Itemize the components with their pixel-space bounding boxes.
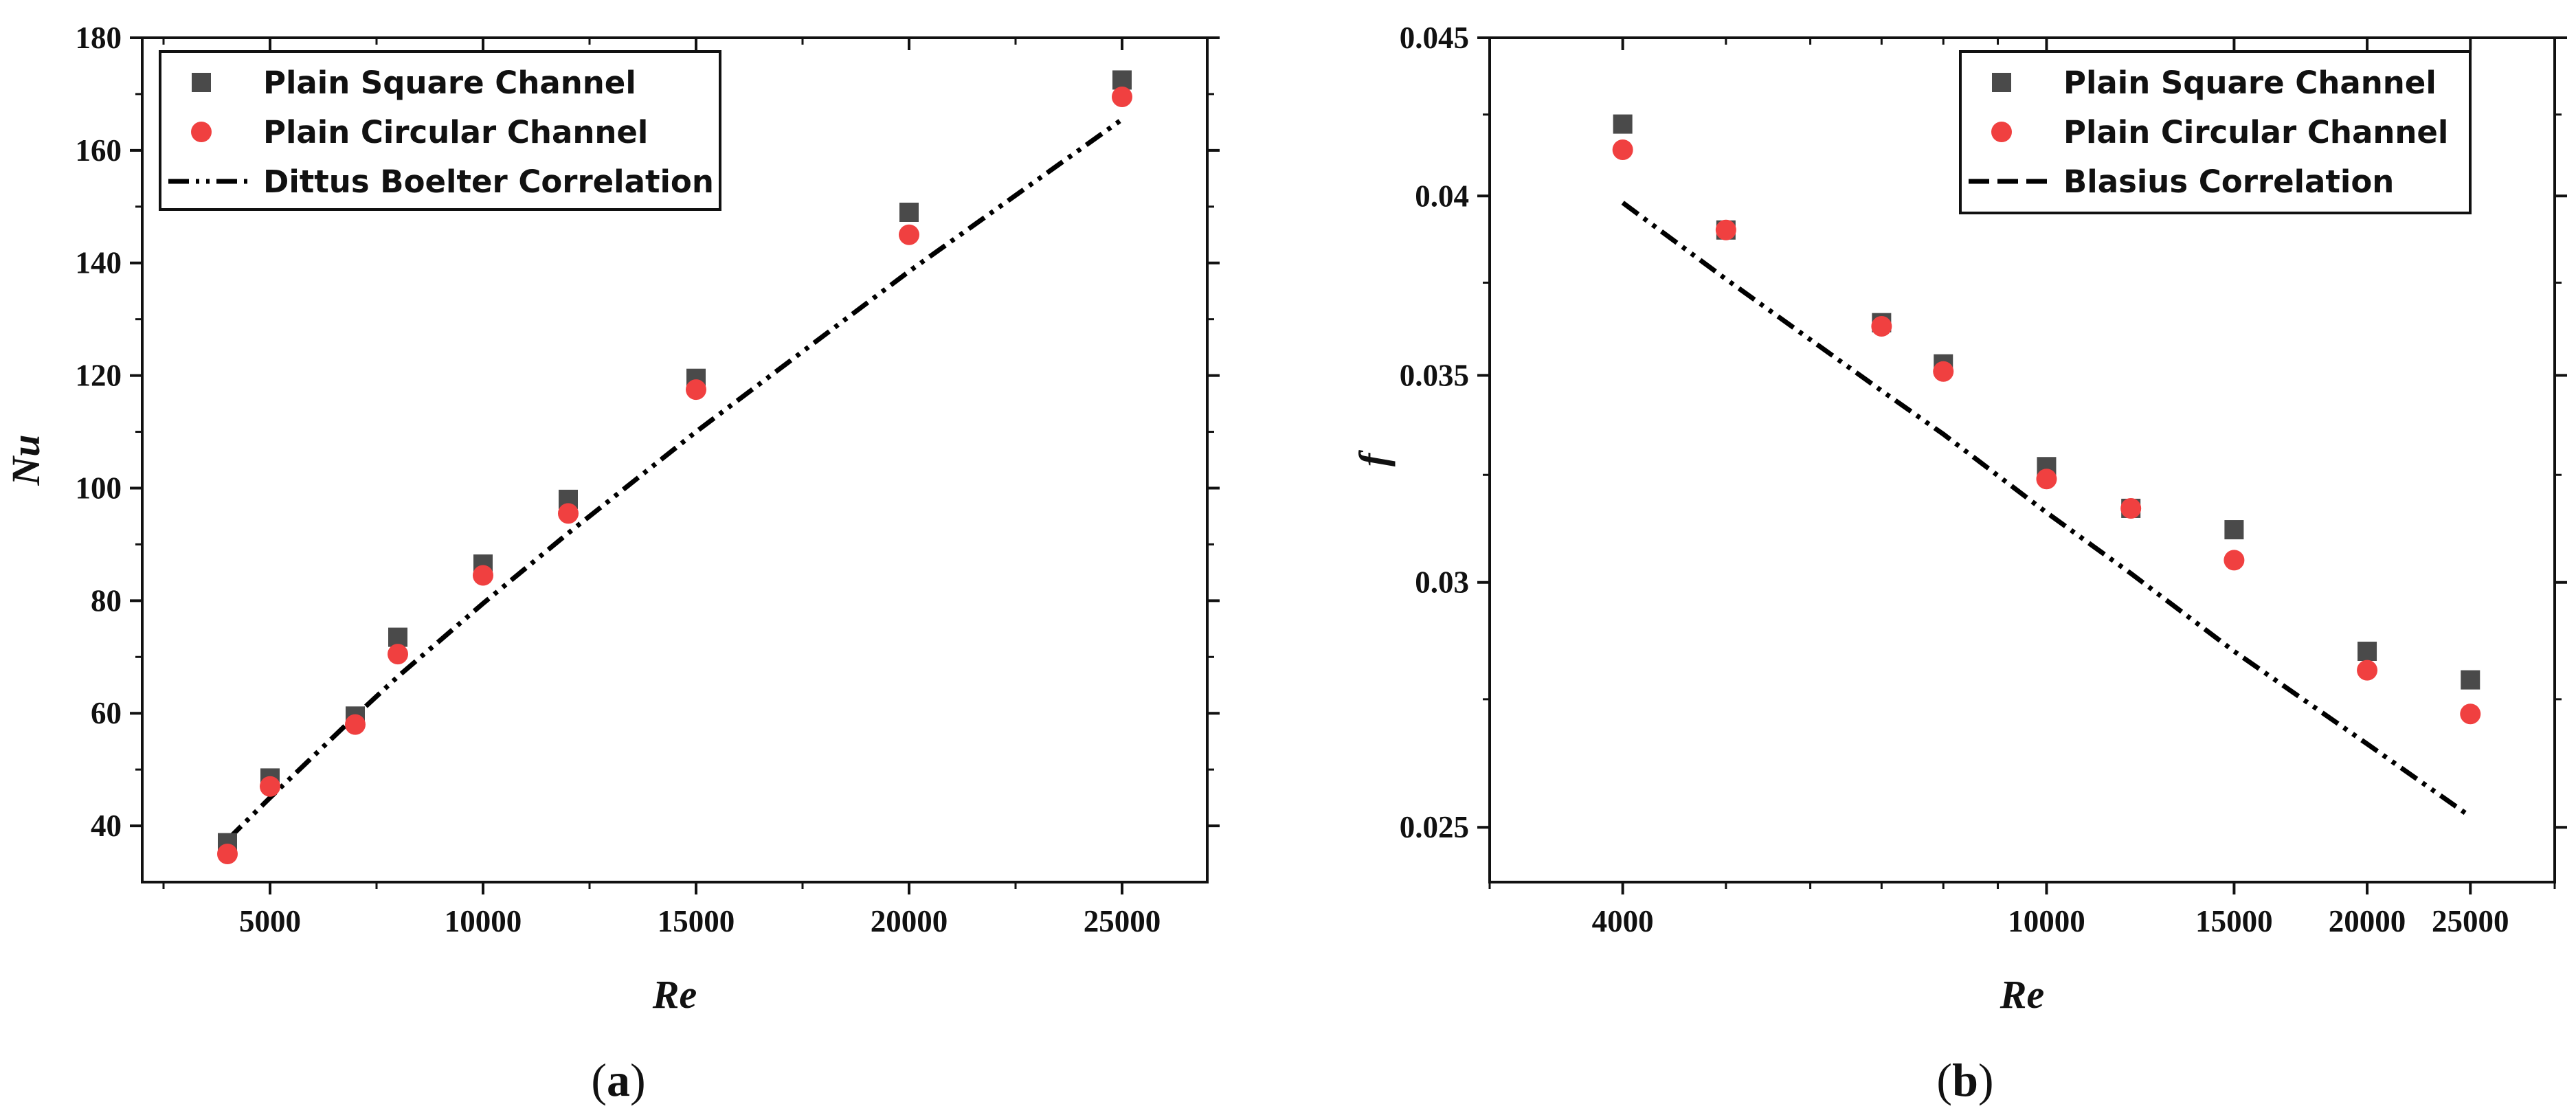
x-tick-label: 4000 (1592, 904, 1654, 938)
circle-marker (345, 714, 366, 735)
y-axis-label: Nu (3, 434, 48, 486)
y-tick-label: 160 (76, 133, 122, 168)
series-line-2 (1621, 201, 2472, 819)
legend-square-swatch (192, 73, 211, 92)
y-tick-label: 120 (76, 359, 122, 393)
x-tick-label: 5000 (239, 904, 301, 938)
circle-marker (2460, 703, 2481, 725)
legend-label: Plain Square Channel (2063, 65, 2437, 101)
square-marker (1613, 114, 1633, 134)
x-tick-label: 15000 (2195, 904, 2273, 938)
legend: Plain Square Channel Plain Circular Chann… (1959, 50, 2472, 214)
square-marker (2461, 670, 2480, 690)
y-tick-label: 60 (91, 696, 122, 730)
legend-label: Plain Square Channel (263, 65, 636, 101)
legend-box (1959, 50, 2472, 214)
circle-marker (473, 565, 493, 586)
circle-marker (558, 503, 579, 524)
circle-marker (260, 776, 280, 797)
x-tick-label: 25000 (1084, 904, 1161, 938)
circle-marker (1612, 139, 1633, 161)
x-tick-label: 10000 (445, 904, 522, 938)
x-tick-label: 10000 (2008, 904, 2085, 938)
panel-a-nu-vs-re: 5000 10000 15000 20000 25000 40 60 80 100 120 140 1… (3, 21, 1220, 1017)
circle-marker (2120, 497, 2142, 519)
circle-marker (388, 644, 408, 665)
y-tick-label: 0.03 (1415, 565, 1469, 600)
y-axis-label: f (1351, 449, 1396, 466)
circle-marker (2036, 469, 2057, 490)
legend-circle-swatch (191, 122, 212, 142)
y-tick-label: 0.035 (1400, 358, 1469, 392)
square-marker (388, 627, 407, 647)
plot-frame (1488, 36, 2556, 883)
x-tick-label: 25000 (2432, 904, 2509, 938)
caption-a: (a) (591, 1054, 645, 1106)
square-marker (1112, 70, 1132, 90)
circle-marker (1715, 219, 1736, 240)
square-marker (2357, 642, 2377, 662)
plot-frame (141, 36, 1209, 883)
square-marker (2224, 520, 2244, 540)
legend-label: Plain Circular Channel (263, 114, 648, 150)
legend-label: Plain Circular Channel (2063, 114, 2448, 150)
y-tick-label: 180 (76, 21, 122, 55)
square-marker (899, 202, 919, 222)
circle-marker (1933, 361, 1954, 382)
series-line-2 (225, 117, 1124, 842)
y-tick-label: 40 (91, 809, 122, 843)
y-tick-label: 100 (76, 471, 122, 505)
circle-marker (217, 844, 238, 865)
caption-b: (b) (1936, 1054, 1993, 1106)
legend-circle-swatch (1991, 122, 2012, 142)
x-tick-label: 15000 (658, 904, 735, 938)
x-axis-label: Re (2000, 972, 2044, 1017)
circle-marker (686, 379, 706, 401)
circle-marker (1871, 316, 1892, 337)
circle-marker (899, 224, 919, 245)
x-tick-label: 20000 (871, 904, 948, 938)
y-tick-label: 0.045 (1400, 21, 1469, 55)
y-tick-label: 0.04 (1415, 179, 1469, 213)
legend-square-swatch (1992, 73, 2011, 92)
y-tick-label: 140 (76, 246, 122, 280)
x-axis-label: Re (652, 972, 697, 1017)
legend-label: Blasius Correlation (2063, 164, 2394, 200)
circle-marker (2357, 660, 2378, 681)
x-tick-label: 20000 (2329, 904, 2406, 938)
legend-box (159, 50, 721, 211)
legend: Plain Square Channel Plain Circular Chann… (159, 50, 721, 211)
y-tick-label: 80 (91, 583, 122, 618)
y-tick-label: 0.025 (1400, 810, 1469, 844)
legend-label: Dittus Boelter Correlation (263, 164, 714, 200)
panel-b-f-vs-re: 4000 10000 15000 20000 25000 0.025 0.03 0.035 0.… (1351, 21, 2567, 1017)
circle-marker (2224, 550, 2245, 571)
circle-marker (1112, 87, 1132, 108)
